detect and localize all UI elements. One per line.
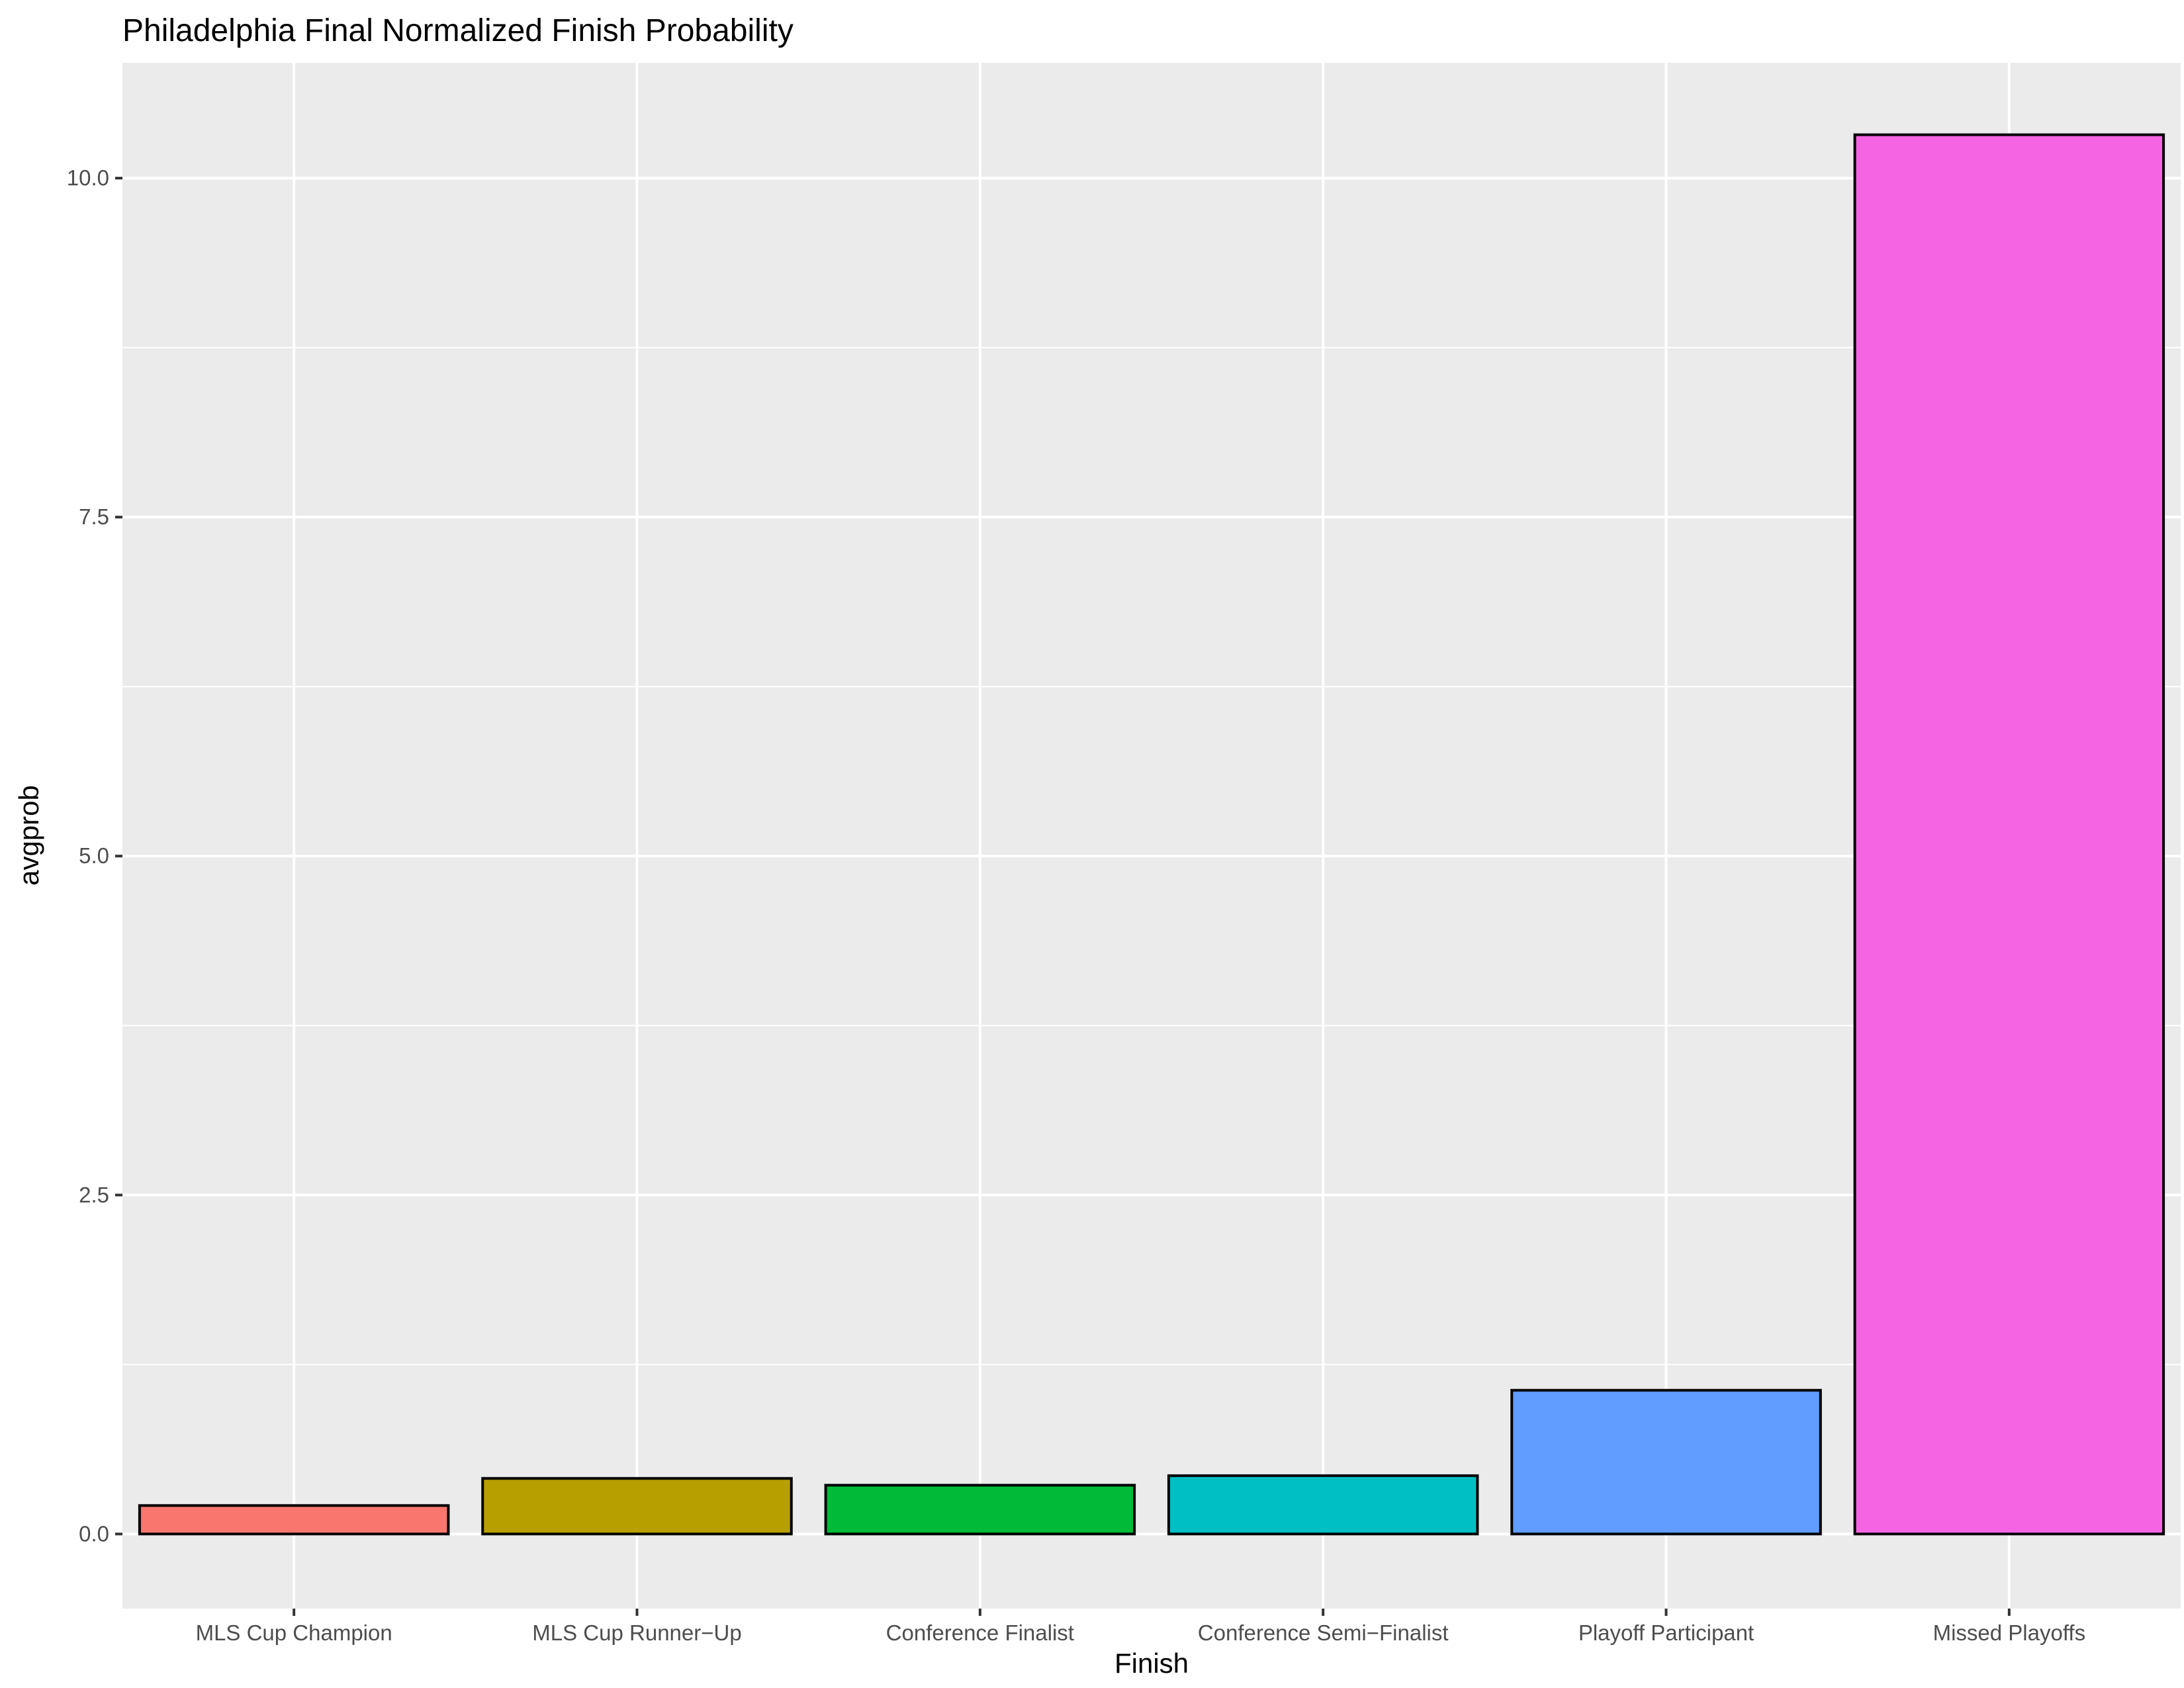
y-axis: 0.0 2.5 5.0 7.5 10.0 — [67, 165, 122, 1546]
y-tick-label: 0.0 — [79, 1521, 109, 1546]
x-tick-label: Conference Finalist — [886, 1620, 1074, 1645]
plot-panel — [122, 63, 2181, 1609]
bar — [1510, 1389, 1822, 1536]
x-tick-label: Playoff Participant — [1578, 1620, 1754, 1645]
y-tick-label: 10.0 — [67, 165, 109, 190]
x-tick-label: Conference Semi−Finalist — [1198, 1620, 1449, 1645]
chart-title: Philadelphia Final Normalized Finish Pro… — [122, 13, 794, 48]
y-tick-label: 7.5 — [79, 504, 109, 529]
bar — [1167, 1474, 1479, 1536]
bar — [481, 1477, 793, 1536]
x-tick-label: Missed Playoffs — [1933, 1620, 2085, 1645]
bar — [824, 1483, 1136, 1536]
bar — [1853, 133, 2165, 1536]
bar — [138, 1504, 450, 1536]
x-tick-label: MLS Cup Runner−Up — [532, 1620, 741, 1645]
y-tick-label: 5.0 — [79, 843, 109, 868]
minor-gridlines — [122, 347, 2181, 1366]
x-axis: MLS Cup Champion MLS Cup Runner−Up Confere… — [196, 1609, 2085, 1645]
y-tick-label: 2.5 — [79, 1182, 109, 1207]
bars — [138, 133, 2165, 1536]
y-axis-title: avgprob — [13, 785, 44, 886]
x-axis-title: Finish — [1115, 1648, 1189, 1679]
x-tick-label: MLS Cup Champion — [196, 1620, 392, 1645]
